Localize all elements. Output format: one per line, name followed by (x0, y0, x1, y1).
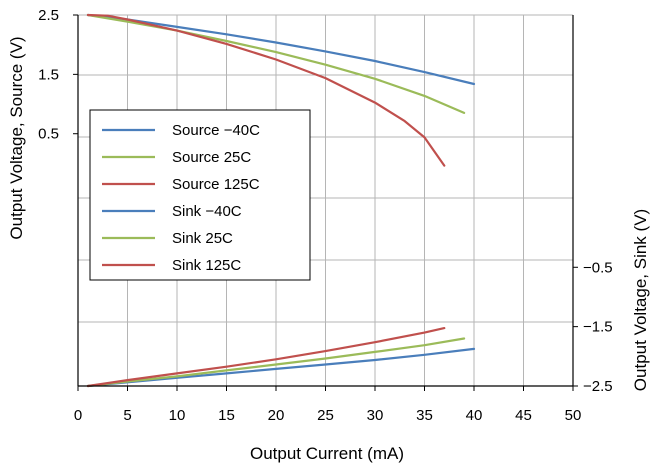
x-tick-label: 40 (466, 407, 483, 424)
y-left-tick-label: 0.5 (38, 126, 59, 143)
series-line-2 (86, 13, 446, 167)
series-line-0 (86, 13, 476, 86)
series-line-1 (86, 13, 466, 114)
x-tick-label: 5 (123, 407, 131, 424)
x-tick-label: 35 (416, 407, 433, 424)
x-tick-label: 25 (317, 407, 334, 424)
y-right-tick-label: −0.5 (583, 259, 613, 276)
y-right-tick-label: −2.5 (583, 378, 613, 395)
legend-label-1: Source 25C (172, 149, 251, 166)
x-tick-label: 45 (515, 407, 532, 424)
series-line-5 (86, 327, 446, 388)
legend-label-0: Source −40C (172, 122, 260, 139)
x-axis-title: Output Current (mA) (250, 444, 404, 463)
y-left-tick-label: 2.5 (38, 7, 59, 24)
ticks: 0 5 10 15 20 25 30 35 40 45 50 2.5 1.5 0.5 −0.5 −1.5 −2.… (38, 7, 612, 424)
series-line-4 (86, 337, 466, 388)
legend-label-4: Sink 25C (172, 230, 233, 247)
y-axis-title-right: Output Voltage, Sink (V) (631, 209, 650, 391)
x-tick-label: 50 (565, 407, 582, 424)
y-axis-title-left: Output Voltage, Source (V) (7, 36, 26, 239)
legend-label-3: Sink −40C (172, 203, 242, 220)
legend-label-2: Source 125C (172, 176, 260, 193)
x-tick-label: 30 (367, 407, 384, 424)
x-tick-label: 0 (74, 407, 82, 424)
legend-box (89, 109, 311, 281)
legend-items: Source −40C Source 25C Source 125C Sink −40… (102, 122, 260, 274)
legend: Source −40C Source 25C Source 125C Sink −40… (89, 109, 311, 281)
x-tick-label: 10 (169, 407, 186, 424)
x-tick-label: 15 (218, 407, 235, 424)
y-left-tick-label: 1.5 (38, 66, 59, 83)
y-right-tick-label: −1.5 (583, 319, 613, 336)
series-lines (86, 13, 476, 388)
x-tick-label: 20 (268, 407, 285, 424)
legend-label-5: Sink 125C (172, 257, 241, 274)
